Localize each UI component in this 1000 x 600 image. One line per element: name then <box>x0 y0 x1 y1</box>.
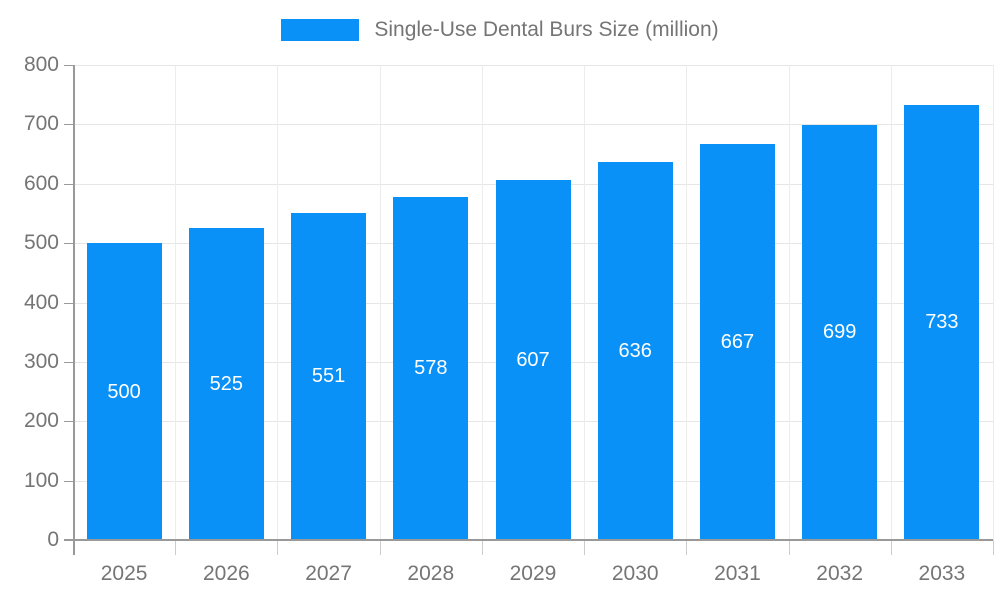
x-axis-label: 2030 <box>611 562 659 585</box>
v-gridline <box>175 65 177 540</box>
x-axis-line <box>64 539 993 541</box>
v-gridline <box>481 65 483 540</box>
x-tick <box>175 540 177 555</box>
y-axis-label: 600 <box>23 171 59 195</box>
bar[interactable] <box>597 162 673 540</box>
y-axis-label: 800 <box>23 53 59 76</box>
bar[interactable] <box>904 104 980 540</box>
y-tick <box>64 361 73 363</box>
x-axis-label: 2029 <box>509 562 557 585</box>
legend-label: Single-Use Dental Burs Size (million) <box>374 18 719 41</box>
y-tick <box>64 124 73 126</box>
y-axis-label: 400 <box>23 290 59 314</box>
y-tick <box>64 302 73 304</box>
x-tick <box>379 540 381 555</box>
bar[interactable] <box>699 143 775 540</box>
bar[interactable] <box>495 179 571 540</box>
bar-value-label: 578 <box>414 357 448 380</box>
bar-value-label: 500 <box>107 380 141 403</box>
v-gridline <box>379 65 381 540</box>
y-axis-label: 200 <box>23 409 59 433</box>
h-gridline <box>73 65 993 66</box>
h-gridline <box>73 124 993 126</box>
bar-value-label: 636 <box>618 340 652 363</box>
bar[interactable] <box>188 228 264 540</box>
x-axis-label: 2028 <box>407 562 455 585</box>
y-axis-label: 100 <box>23 468 59 492</box>
x-tick <box>481 540 483 555</box>
bar-value-label: 733 <box>925 311 959 334</box>
y-tick <box>64 65 73 66</box>
x-axis-label: 2031 <box>714 562 761 585</box>
x-tick <box>993 540 994 555</box>
bar[interactable] <box>393 196 469 540</box>
bar[interactable] <box>802 124 878 540</box>
legend-swatch[interactable] <box>281 19 360 41</box>
x-tick <box>277 540 279 555</box>
v-gridline <box>584 65 586 540</box>
bar-value-label: 525 <box>209 373 244 396</box>
bar-value-label: 551 <box>311 365 346 388</box>
y-axis-label: 700 <box>23 112 59 136</box>
y-tick <box>64 421 73 423</box>
bar[interactable] <box>291 212 367 540</box>
y-axis-label: 500 <box>23 231 59 255</box>
bar-value-label: 667 <box>720 330 755 353</box>
y-tick <box>64 480 73 482</box>
x-axis-label: 2025 <box>100 562 148 585</box>
v-gridline <box>277 65 279 540</box>
v-gridline <box>993 65 994 540</box>
y-axis-label: 0 <box>47 528 59 551</box>
x-tick <box>890 540 892 555</box>
v-gridline <box>890 65 892 540</box>
v-gridline <box>788 65 790 540</box>
x-axis-label: 2027 <box>305 562 352 585</box>
legend[interactable]: Single-Use Dental Burs Size (million) <box>0 18 1000 42</box>
y-axis-line <box>73 65 75 555</box>
y-tick <box>64 243 73 245</box>
bar-value-label: 699 <box>822 321 857 344</box>
x-tick <box>584 540 586 555</box>
y-axis-label: 300 <box>23 349 59 373</box>
v-gridline <box>686 65 688 540</box>
y-tick <box>64 183 73 185</box>
x-axis-label: 2026 <box>202 562 250 585</box>
bar[interactable] <box>86 243 162 540</box>
x-axis-label: 2033 <box>918 562 966 585</box>
x-tick <box>788 540 790 555</box>
x-tick <box>686 540 688 555</box>
bar-value-label: 607 <box>516 348 550 371</box>
x-axis-label: 2032 <box>816 562 864 585</box>
